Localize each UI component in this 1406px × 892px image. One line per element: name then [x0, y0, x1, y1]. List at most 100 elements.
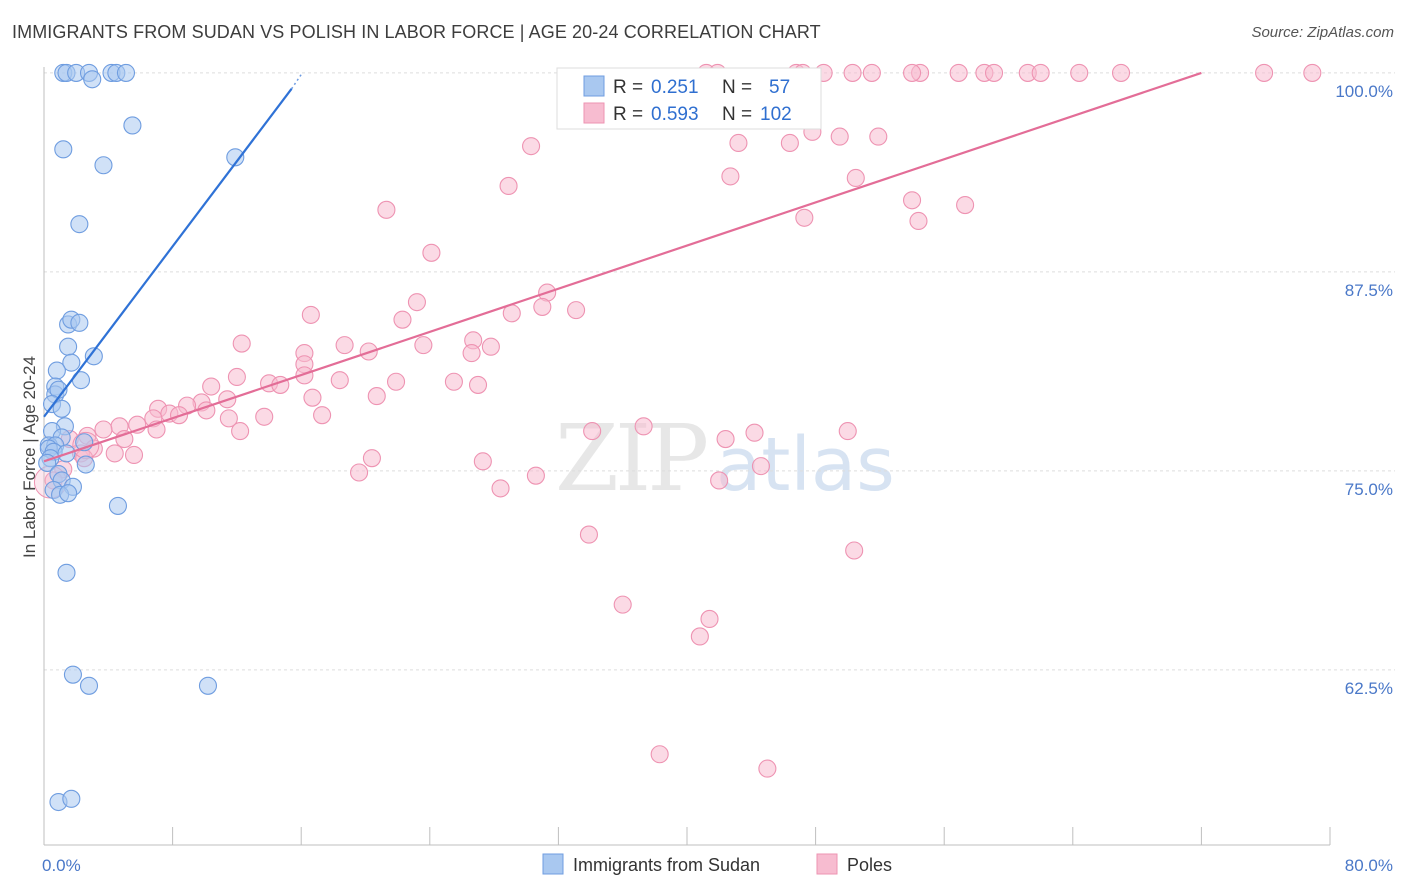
- poles-point: [422, 243, 441, 262]
- poles-point: [650, 745, 669, 764]
- sudan-point: [59, 337, 78, 356]
- x-tick-label: 80.0%: [1345, 856, 1393, 875]
- poles-point: [579, 525, 598, 544]
- poles-point: [313, 406, 332, 425]
- poles-point: [94, 420, 113, 439]
- sudan-point: [76, 455, 95, 474]
- legend-swatch-poles[interactable]: [816, 853, 838, 875]
- chart-title: IMMIGRANTS FROM SUDAN VS POLISH IN LABOR…: [12, 22, 821, 42]
- poles-point: [227, 367, 246, 387]
- y-tick-labels: 100.0% 87.5% 75.0% 62.5%: [1335, 82, 1393, 698]
- sudan-point: [57, 563, 76, 582]
- poles-point: [232, 334, 251, 353]
- sudan-point: [84, 347, 103, 366]
- sudan-points: [38, 63, 245, 812]
- poles-point: [613, 595, 632, 614]
- poles-point: [219, 409, 238, 428]
- sudan-point: [83, 70, 102, 89]
- poles-point: [700, 609, 719, 628]
- poles-point: [902, 191, 922, 210]
- poles-point: [473, 452, 492, 471]
- sudan-point: [59, 484, 78, 503]
- poles-point: [255, 407, 274, 426]
- poles-point: [795, 208, 814, 227]
- sudan-point: [47, 361, 66, 380]
- poles-point: [838, 422, 857, 441]
- y-tick-label: 75.0%: [1345, 480, 1393, 499]
- sudan-point: [52, 399, 71, 418]
- poles-point: [330, 371, 349, 390]
- legend-label-sudan[interactable]: Immigrants from Sudan: [573, 855, 760, 875]
- sudan-trend-extension: [290, 74, 302, 90]
- poles-point: [295, 366, 314, 385]
- sudan-point: [79, 676, 99, 695]
- poles-point: [1031, 63, 1050, 82]
- sudan-point: [108, 496, 127, 515]
- poles-point: [335, 336, 354, 355]
- poles-point: [758, 759, 777, 778]
- sudan-point: [70, 313, 89, 332]
- stats-sudan-r-value: 0.251: [651, 77, 699, 98]
- stats-poles-n-label: N =: [722, 104, 752, 125]
- poles-point: [956, 195, 975, 215]
- poles-point: [303, 388, 322, 407]
- poles-point: [350, 463, 369, 482]
- poles-point: [751, 457, 770, 476]
- poles-point: [301, 305, 320, 324]
- poles-point: [869, 127, 888, 146]
- sudan-point: [62, 789, 81, 808]
- stats-poles-r-value: 0.593: [651, 104, 699, 125]
- poles-point: [902, 63, 922, 82]
- poles-point: [481, 337, 500, 356]
- trend-lines: [43, 71, 1202, 463]
- poles-point: [634, 417, 653, 436]
- poles-point: [862, 63, 881, 82]
- source-note: Source: ZipAtlas.com: [1251, 24, 1394, 41]
- poles-point: [522, 137, 541, 156]
- stats-swatch-sudan: [583, 75, 605, 97]
- poles-point: [583, 422, 602, 441]
- poles-point: [444, 372, 463, 391]
- poles-point: [710, 471, 729, 490]
- y-tick-label: 87.5%: [1345, 281, 1393, 300]
- poles-point: [780, 133, 799, 153]
- sudan-trend-line: [43, 88, 293, 418]
- poles-point: [845, 541, 864, 560]
- legend-swatch-sudan[interactable]: [542, 853, 564, 875]
- poles-point: [231, 422, 250, 441]
- poles-point: [468, 375, 488, 394]
- sudan-point: [94, 156, 113, 175]
- sudan-point: [62, 353, 81, 372]
- watermark-zip: ZIP: [555, 405, 706, 512]
- y-tick-label: 62.5%: [1345, 679, 1393, 698]
- stats-poles-r-label: R =: [613, 104, 643, 125]
- poles-point: [124, 445, 144, 465]
- stats-box: R = 0.251 N = 57 R = 0.593 N = 102: [556, 67, 822, 130]
- sudan-point: [198, 676, 218, 695]
- poles-point: [1303, 63, 1322, 82]
- legend-label-poles[interactable]: Poles: [847, 855, 892, 875]
- poles-point: [721, 167, 740, 186]
- poles-point: [1255, 63, 1274, 82]
- sudan-point: [54, 140, 73, 159]
- sudan-point: [70, 215, 89, 234]
- legend: Immigrants from Sudan Poles: [542, 853, 892, 875]
- stats-sudan-n-label: N =: [722, 77, 752, 98]
- x-tick-label: 0.0%: [42, 856, 81, 875]
- sudan-point: [226, 148, 245, 167]
- poles-point: [462, 344, 481, 363]
- poles-point: [1111, 63, 1131, 82]
- poles-point: [533, 297, 552, 316]
- poles-trend-line: [43, 71, 1202, 463]
- poles-point: [949, 63, 968, 82]
- poles-point: [377, 200, 396, 219]
- stats-sudan-r-label: R =: [613, 77, 643, 98]
- poles-point: [491, 479, 510, 498]
- watermark: ZIP atlas: [555, 405, 895, 512]
- poles-point: [716, 430, 735, 449]
- poles-point: [362, 449, 381, 468]
- sudan-point: [63, 665, 82, 684]
- poles-point: [393, 310, 412, 329]
- poles-point: [909, 211, 928, 231]
